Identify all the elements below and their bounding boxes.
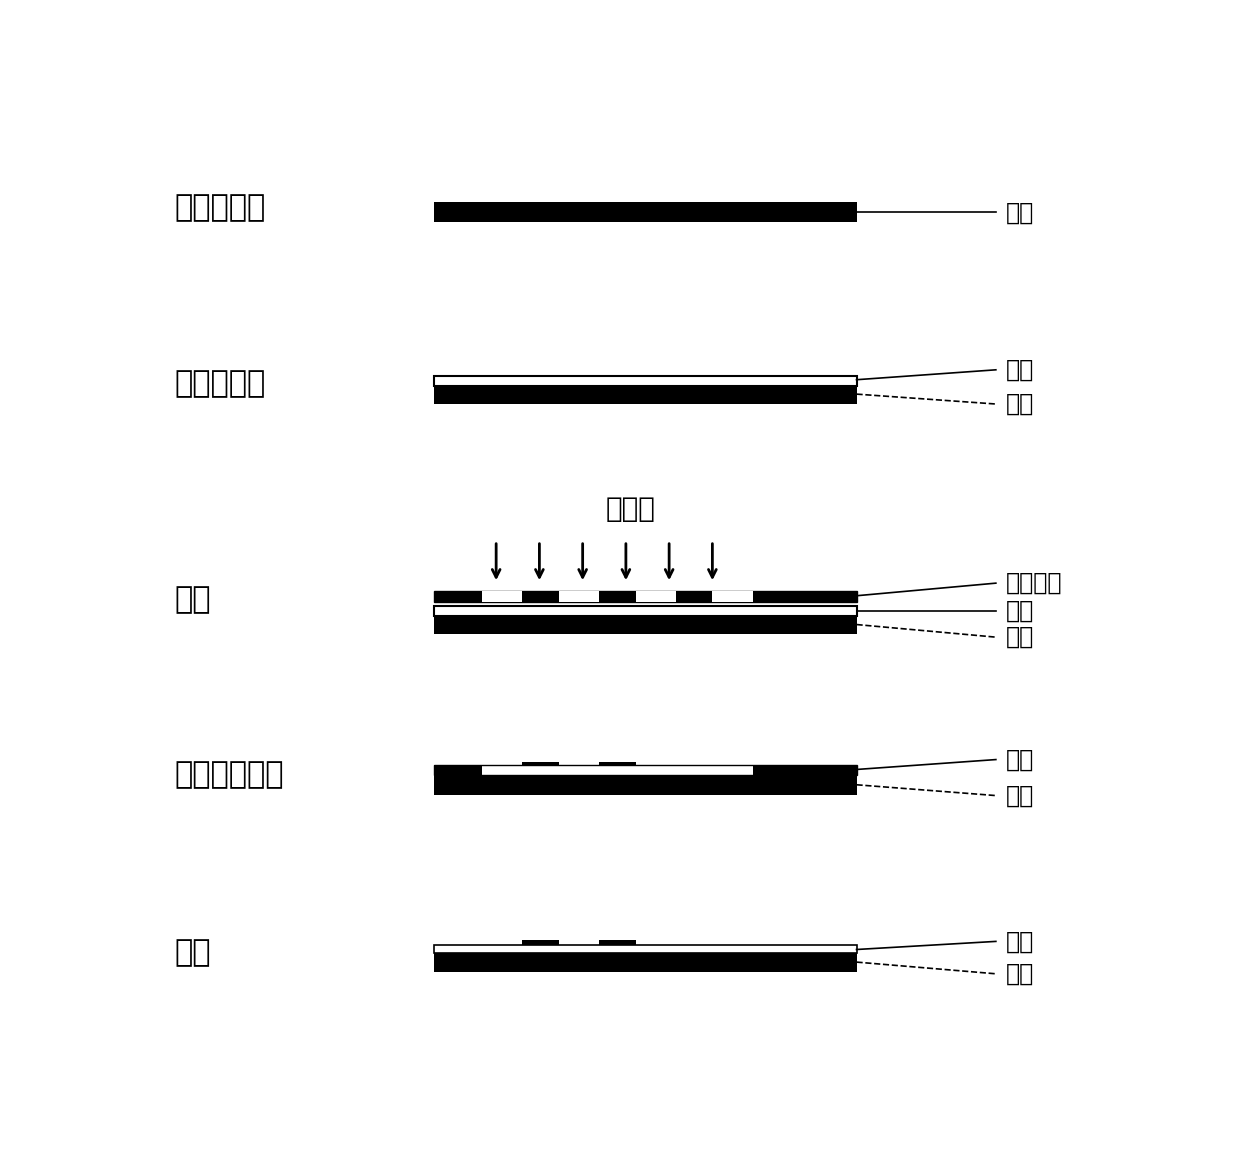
Text: 基片: 基片 <box>1006 625 1034 649</box>
Bar <box>522 762 559 775</box>
Bar <box>434 385 857 404</box>
Bar <box>434 953 857 971</box>
Bar <box>481 592 522 602</box>
Text: 曝光: 曝光 <box>174 584 211 614</box>
Text: 干膜: 干膜 <box>1006 599 1034 623</box>
Bar <box>635 592 676 602</box>
Bar <box>753 766 857 775</box>
Bar <box>434 202 857 222</box>
Text: 移走光刻掩膜: 移走光刻掩膜 <box>174 760 284 789</box>
Bar <box>434 375 857 386</box>
Bar <box>434 766 857 775</box>
Bar <box>599 940 635 953</box>
Bar <box>522 940 559 953</box>
Text: 紫外光: 紫外光 <box>606 494 656 523</box>
Text: 基片预处理: 基片预处理 <box>174 193 265 222</box>
Text: 基片: 基片 <box>1006 783 1034 808</box>
Bar <box>599 762 635 775</box>
Bar <box>434 775 857 795</box>
Bar <box>434 766 481 775</box>
Text: 基片: 基片 <box>1006 392 1034 416</box>
Text: 干膜: 干膜 <box>1006 358 1034 382</box>
Text: 基片: 基片 <box>1006 962 1034 985</box>
Text: 干膜: 干膜 <box>1006 747 1034 772</box>
Bar <box>434 606 857 616</box>
Bar <box>434 615 857 635</box>
Text: 干膜: 干膜 <box>1006 929 1034 954</box>
Text: 光刻掩膜: 光刻掩膜 <box>1006 572 1061 595</box>
Bar <box>434 592 857 602</box>
Text: 显影: 显影 <box>174 938 211 967</box>
Bar <box>558 592 599 602</box>
Text: 贴膜、压膜: 贴膜、压膜 <box>174 368 265 397</box>
Text: 基片: 基片 <box>1006 200 1034 224</box>
Bar <box>712 592 753 602</box>
Bar <box>434 945 857 953</box>
